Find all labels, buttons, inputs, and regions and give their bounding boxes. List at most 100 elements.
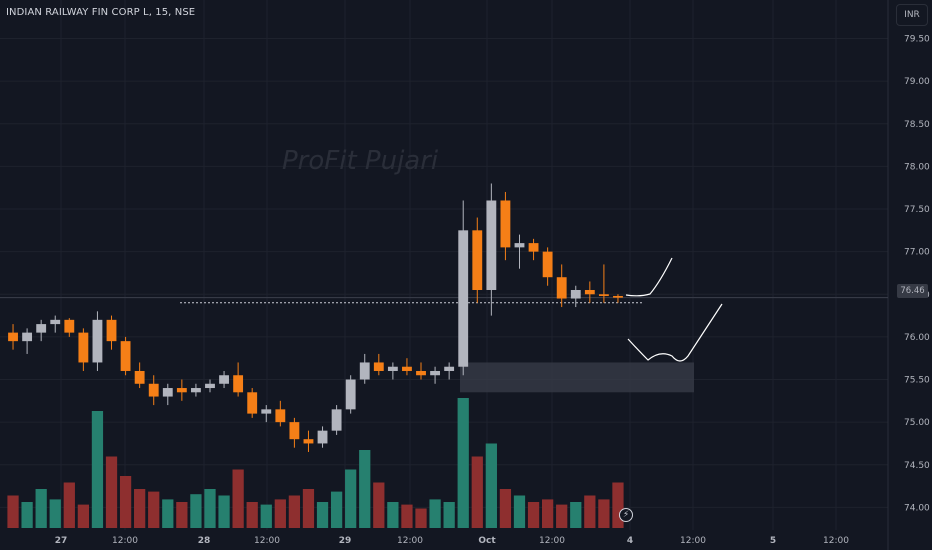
candle-body (402, 366, 412, 371)
volume-bar (119, 476, 132, 528)
volume-bar (373, 482, 385, 528)
volume-bar (105, 456, 118, 528)
candle-body (148, 383, 159, 397)
candle-body (500, 200, 511, 248)
volume-bar (471, 456, 483, 528)
candle-body (205, 383, 215, 389)
price-tick-label: 75.00 (904, 418, 930, 428)
candle-body (50, 319, 61, 325)
candle-body (134, 370, 145, 384)
candle-body (78, 332, 89, 363)
volume-bar (359, 450, 371, 528)
candle-body (289, 422, 300, 440)
candle-body (233, 375, 244, 393)
candles (8, 183, 623, 452)
volume-bar (204, 489, 216, 528)
last-price-label: 76.46 (897, 284, 928, 298)
volume-bar (429, 499, 441, 528)
candle-body (584, 290, 595, 295)
time-tick-label: Oct (478, 536, 496, 546)
volume-bar (556, 504, 568, 528)
volume-bar (485, 443, 497, 528)
candle-body (219, 375, 229, 384)
price-tick-label: 77.50 (904, 205, 930, 215)
candle-body (8, 332, 18, 342)
time-tick-label: 4 (627, 536, 633, 546)
volume-bar (513, 495, 526, 528)
volume-bar (232, 469, 244, 528)
candle-body (92, 319, 103, 363)
volume-bar (499, 489, 512, 528)
grid-lines (0, 0, 889, 550)
volume-bar (35, 489, 47, 528)
candle-body (416, 370, 426, 376)
lightning-icon[interactable]: ⚡ (619, 508, 633, 522)
volume-bar (302, 489, 315, 528)
time-tick-label: 12:00 (397, 536, 423, 546)
volume-bar (21, 502, 33, 528)
time-tick-label: 12:00 (539, 536, 565, 546)
volume-bar (148, 491, 160, 528)
volume-bar (218, 495, 230, 528)
candle-body (444, 366, 455, 371)
volume-bar (246, 502, 258, 528)
volume-bar (457, 398, 469, 528)
candle-body (190, 388, 201, 393)
time-tick-label: 29 (339, 536, 352, 546)
time-tick-label: 12:00 (680, 536, 706, 546)
candle-body (514, 243, 525, 248)
volume-bars (7, 398, 624, 528)
price-axis[interactable]: 79.5079.0078.5078.0077.5077.0076.5076.00… (904, 35, 930, 514)
volume-bar (7, 495, 19, 528)
candle-body (317, 430, 328, 444)
projection-path-lower (627, 303, 723, 362)
candle-body (472, 230, 483, 290)
candle-body (176, 388, 187, 393)
price-tick-label: 78.00 (904, 162, 930, 172)
volume-bar (527, 502, 540, 528)
candle-body (486, 200, 497, 290)
volume-bar (541, 499, 554, 528)
volume-bar (316, 502, 329, 528)
price-tick-label: 74.00 (904, 503, 930, 513)
price-tick-label: 74.50 (904, 461, 930, 471)
candle-body (458, 230, 469, 367)
candle-body (528, 243, 539, 252)
candle-body (570, 290, 581, 299)
candle-body (162, 388, 173, 397)
candle-body (247, 392, 258, 414)
candle-body (36, 324, 47, 333)
candle-body (261, 409, 272, 414)
volume-bar (387, 502, 399, 528)
currency-button[interactable]: INR (896, 4, 928, 26)
price-tick-label: 78.50 (904, 120, 930, 130)
volume-bar (345, 469, 357, 528)
candle-body (556, 277, 567, 299)
volume-bar (612, 482, 624, 528)
volume-bar (584, 495, 596, 528)
volume-bar (443, 502, 455, 528)
price-tick-label: 76.00 (904, 333, 930, 343)
price-tick-label: 79.50 (904, 35, 930, 45)
time-tick-label: 28 (198, 536, 211, 546)
candle-body (387, 366, 398, 371)
candle-body (430, 370, 441, 376)
time-tick-label: 12:00 (112, 536, 138, 546)
candle-body (359, 362, 370, 380)
candle-body (373, 362, 384, 371)
candle-body (331, 409, 342, 431)
price-tick-label: 79.00 (904, 77, 930, 87)
candle-body (64, 319, 75, 333)
volume-bar (401, 504, 413, 528)
volume-bar (598, 499, 610, 528)
time-tick-label: 27 (55, 536, 68, 546)
demand-zone (460, 362, 694, 393)
price-tick-label: 77.00 (904, 248, 930, 258)
symbol-title[interactable]: INDIAN RAILWAY FIN CORP L, 15, NSE (6, 7, 196, 18)
candle-body (345, 379, 356, 410)
time-tick-label: 5 (770, 536, 776, 546)
volume-bar (330, 491, 343, 528)
time-axis[interactable]: 27 12:00 28 12:00 29 12:00 Oct 12:00 4 12:00 5 12:0… (55, 536, 850, 546)
candle-body (275, 409, 286, 423)
